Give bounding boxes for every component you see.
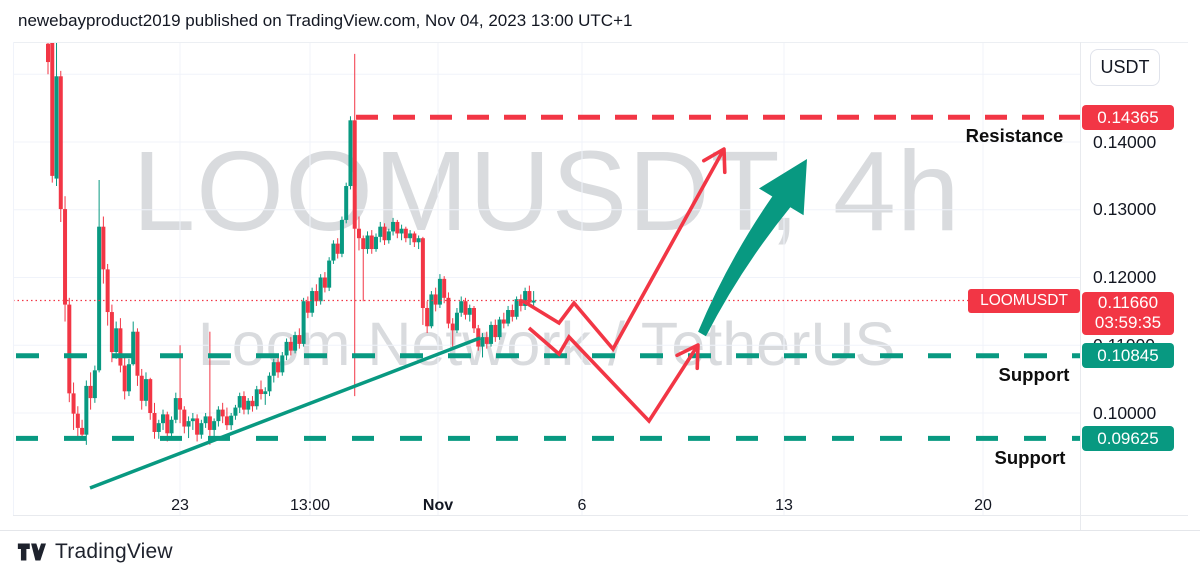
footer: TradingView — [17, 540, 173, 564]
footer-separator — [0, 530, 1200, 531]
resistance-annotation: Resistance — [965, 125, 1064, 146]
time-tick: 13:00 — [289, 497, 331, 514]
last-price-label: 0.11660 03:59:35 — [1082, 291, 1174, 335]
time-axis-separator — [13, 515, 1188, 516]
time-tick: Nov — [422, 497, 454, 514]
support-annotation-lower: Support — [994, 447, 1066, 468]
tradingview-brand-text: TradingView — [55, 540, 173, 563]
currency-toggle-button[interactable]: USDT — [1090, 49, 1160, 86]
last-price-value: 0.11660 — [1097, 292, 1159, 312]
support-annotation-upper: Support — [998, 364, 1070, 385]
trendline — [89, 336, 481, 490]
support-price-label-lower: 0.09625 — [1082, 425, 1174, 451]
chart-top-border — [13, 42, 1188, 43]
time-tick: 23 — [171, 497, 189, 514]
chart-left-border — [13, 42, 14, 515]
candlestick-chart-canvas[interactable] — [13, 42, 1080, 515]
time-tick: 20 — [974, 497, 992, 514]
price-tick: 0.10000 — [1093, 402, 1157, 423]
candles — [46, 42, 536, 445]
support-price-label-upper: 0.10845 — [1082, 343, 1174, 369]
time-tick: 13 — [775, 497, 793, 514]
price-tick: 0.14000 — [1093, 131, 1157, 152]
tradingview-logo-icon — [17, 543, 46, 561]
price-tick: 0.12000 — [1093, 267, 1157, 287]
price-tick: 0.13000 — [1093, 199, 1157, 220]
resistance-price-label: 0.14365 — [1082, 104, 1174, 130]
symbol-price-flag: LOOMUSDT — [968, 288, 1080, 313]
projection-arrow-lower — [527, 326, 700, 424]
attribution-header: newebayproduct2019 published on TradingV… — [18, 11, 633, 30]
big-trend-arrow — [698, 159, 807, 337]
time-tick: 6 — [577, 497, 587, 514]
price-axis-separator — [1080, 42, 1081, 530]
projection-arrow-upper — [522, 147, 727, 353]
bar-countdown: 03:59:35 — [1094, 313, 1162, 333]
